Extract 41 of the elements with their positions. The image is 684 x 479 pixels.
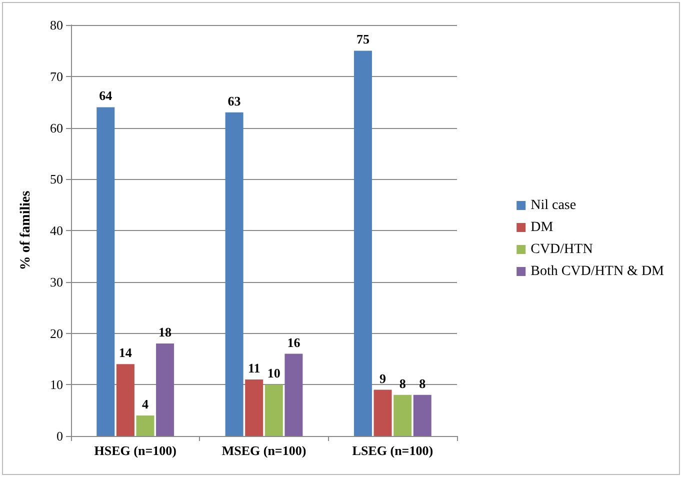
data-label: 16 xyxy=(287,334,301,350)
bar xyxy=(245,379,264,436)
data-label: 11 xyxy=(248,360,260,376)
data-label: 63 xyxy=(228,93,242,108)
x-tick-label: HSEG (n=100) xyxy=(94,443,176,458)
y-tick-label: 30 xyxy=(50,274,63,290)
legend-label: DM xyxy=(530,220,554,235)
legend-label: Nil case xyxy=(530,198,576,213)
legend-label: CVD/HTN xyxy=(530,242,593,257)
data-label: 8 xyxy=(399,376,406,391)
y-axis-title: % of families xyxy=(18,190,34,270)
bar xyxy=(96,107,115,436)
bar xyxy=(225,112,244,436)
data-label: 64 xyxy=(99,88,113,104)
data-label: 14 xyxy=(118,345,132,360)
data-label: 4 xyxy=(142,396,149,412)
bar xyxy=(413,394,432,436)
data-label: 75 xyxy=(356,32,370,47)
y-tick-label: 0 xyxy=(56,428,63,444)
bar xyxy=(264,384,283,436)
y-tick-label: 60 xyxy=(50,120,63,136)
y-tick-label: 40 xyxy=(50,223,63,238)
y-tick-label: 20 xyxy=(50,326,63,341)
y-tick-label: 10 xyxy=(50,377,63,392)
bar xyxy=(284,354,303,436)
legend-label: Both CVD/HTN & DM xyxy=(530,264,665,279)
y-tick-label: 50 xyxy=(50,172,63,187)
bar xyxy=(394,394,412,436)
y-tick-label: 70 xyxy=(50,68,63,84)
bar xyxy=(136,415,154,436)
y-tick-label: 80 xyxy=(50,18,63,32)
data-label: 9 xyxy=(380,370,387,386)
bar xyxy=(354,50,372,436)
data-label: 10 xyxy=(267,366,280,381)
data-label: 8 xyxy=(419,376,426,391)
x-tick-label: MSEG (n=100) xyxy=(222,443,306,458)
bar xyxy=(156,344,174,436)
x-tick-label: LSEG (n=100) xyxy=(352,443,434,458)
bar xyxy=(116,364,134,436)
data-label: 18 xyxy=(158,324,172,340)
bar xyxy=(374,390,392,436)
